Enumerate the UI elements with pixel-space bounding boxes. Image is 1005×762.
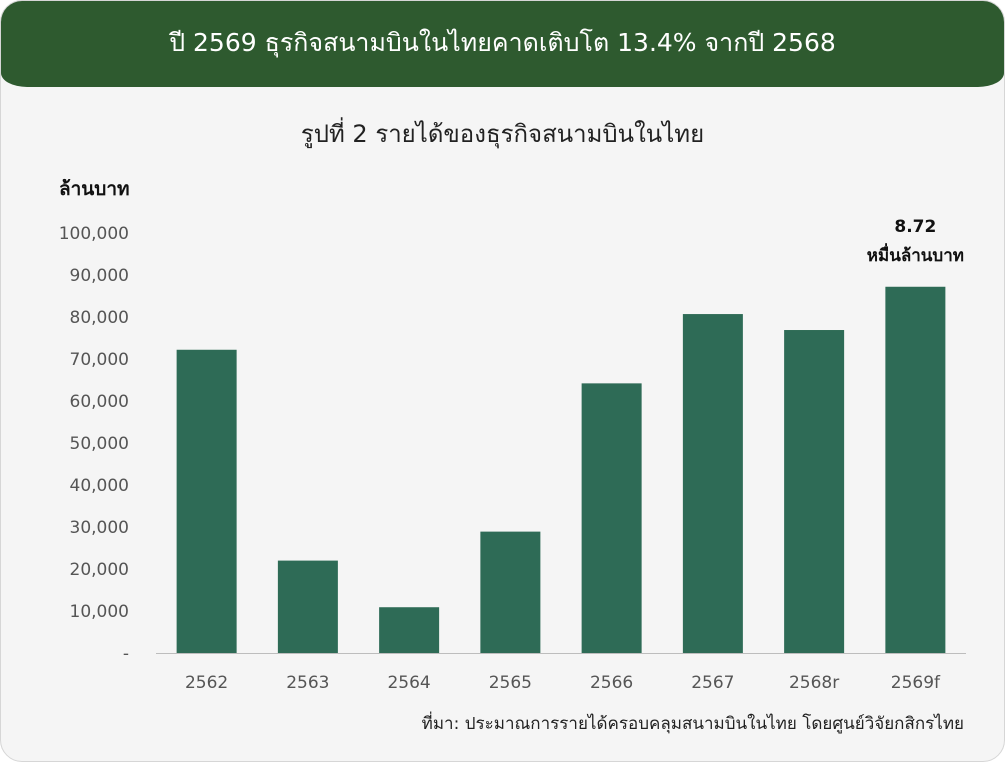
y-tick-label: 10,000: [70, 602, 129, 622]
y-tick-label: -: [123, 644, 129, 664]
annotation-value: 8.72: [894, 217, 936, 237]
bar-2568r: [784, 330, 845, 653]
x-tick-label: 2567: [691, 673, 734, 693]
y-axis-ticks: - 10,000 20,000 30,000 40,000 50,000 60,000 70,…: [59, 224, 129, 664]
x-tick-label: 2565: [489, 673, 532, 693]
x-tick-label: 2562: [185, 673, 228, 693]
x-tick-label: 2563: [286, 673, 329, 693]
source-note: ที่มา: ประมาณการรายได้ครอบคลุมสนามบินในไ…: [421, 714, 964, 734]
y-axis-label: ล้านบาท: [59, 178, 130, 200]
y-tick-label: 50,000: [70, 434, 129, 454]
y-tick-label: 70,000: [70, 350, 129, 370]
annotation-unit: หมื่นล้านบาท: [867, 243, 964, 266]
y-tick-label: 60,000: [70, 392, 129, 412]
x-tick-label: 2564: [387, 673, 430, 693]
y-tick-label: 30,000: [70, 518, 129, 538]
x-tick-label: 2566: [590, 673, 633, 693]
bar-2566: [581, 383, 642, 653]
bar-2565: [480, 531, 541, 653]
x-tick-label: 2569f: [891, 673, 941, 693]
chart-title: รูปที่ 2 รายได้ของธุรกิจสนามบินในไทย: [300, 120, 705, 148]
y-tick-label: 20,000: [70, 560, 129, 580]
bar-chart: ล้านบาท - 10,000 20,000 30,000 40,000 50,000 6…: [59, 178, 966, 693]
y-tick-label: 40,000: [70, 476, 129, 496]
bars: [176, 286, 946, 653]
y-tick-label: 80,000: [70, 308, 129, 328]
x-axis-ticks: 2562 2563 2564 2565 2566 2567 2568r 2569f: [185, 673, 941, 693]
header-banner: ปี 2569 ธุรกิจสนามบินในไทยคาดเติบโต 13.4…: [1, 1, 1004, 87]
y-tick-label: 90,000: [70, 266, 129, 286]
bar-2569f: [885, 286, 946, 653]
bar-2562: [176, 349, 237, 653]
bar-2564: [379, 607, 440, 653]
y-tick-label: 100,000: [59, 224, 129, 244]
bar-2563: [277, 560, 338, 653]
banner-title: ปี 2569 ธุรกิจสนามบินในไทยคาดเติบโต 13.4…: [169, 28, 836, 57]
bar-2567: [682, 314, 743, 653]
x-tick-label: 2568r: [789, 673, 839, 693]
